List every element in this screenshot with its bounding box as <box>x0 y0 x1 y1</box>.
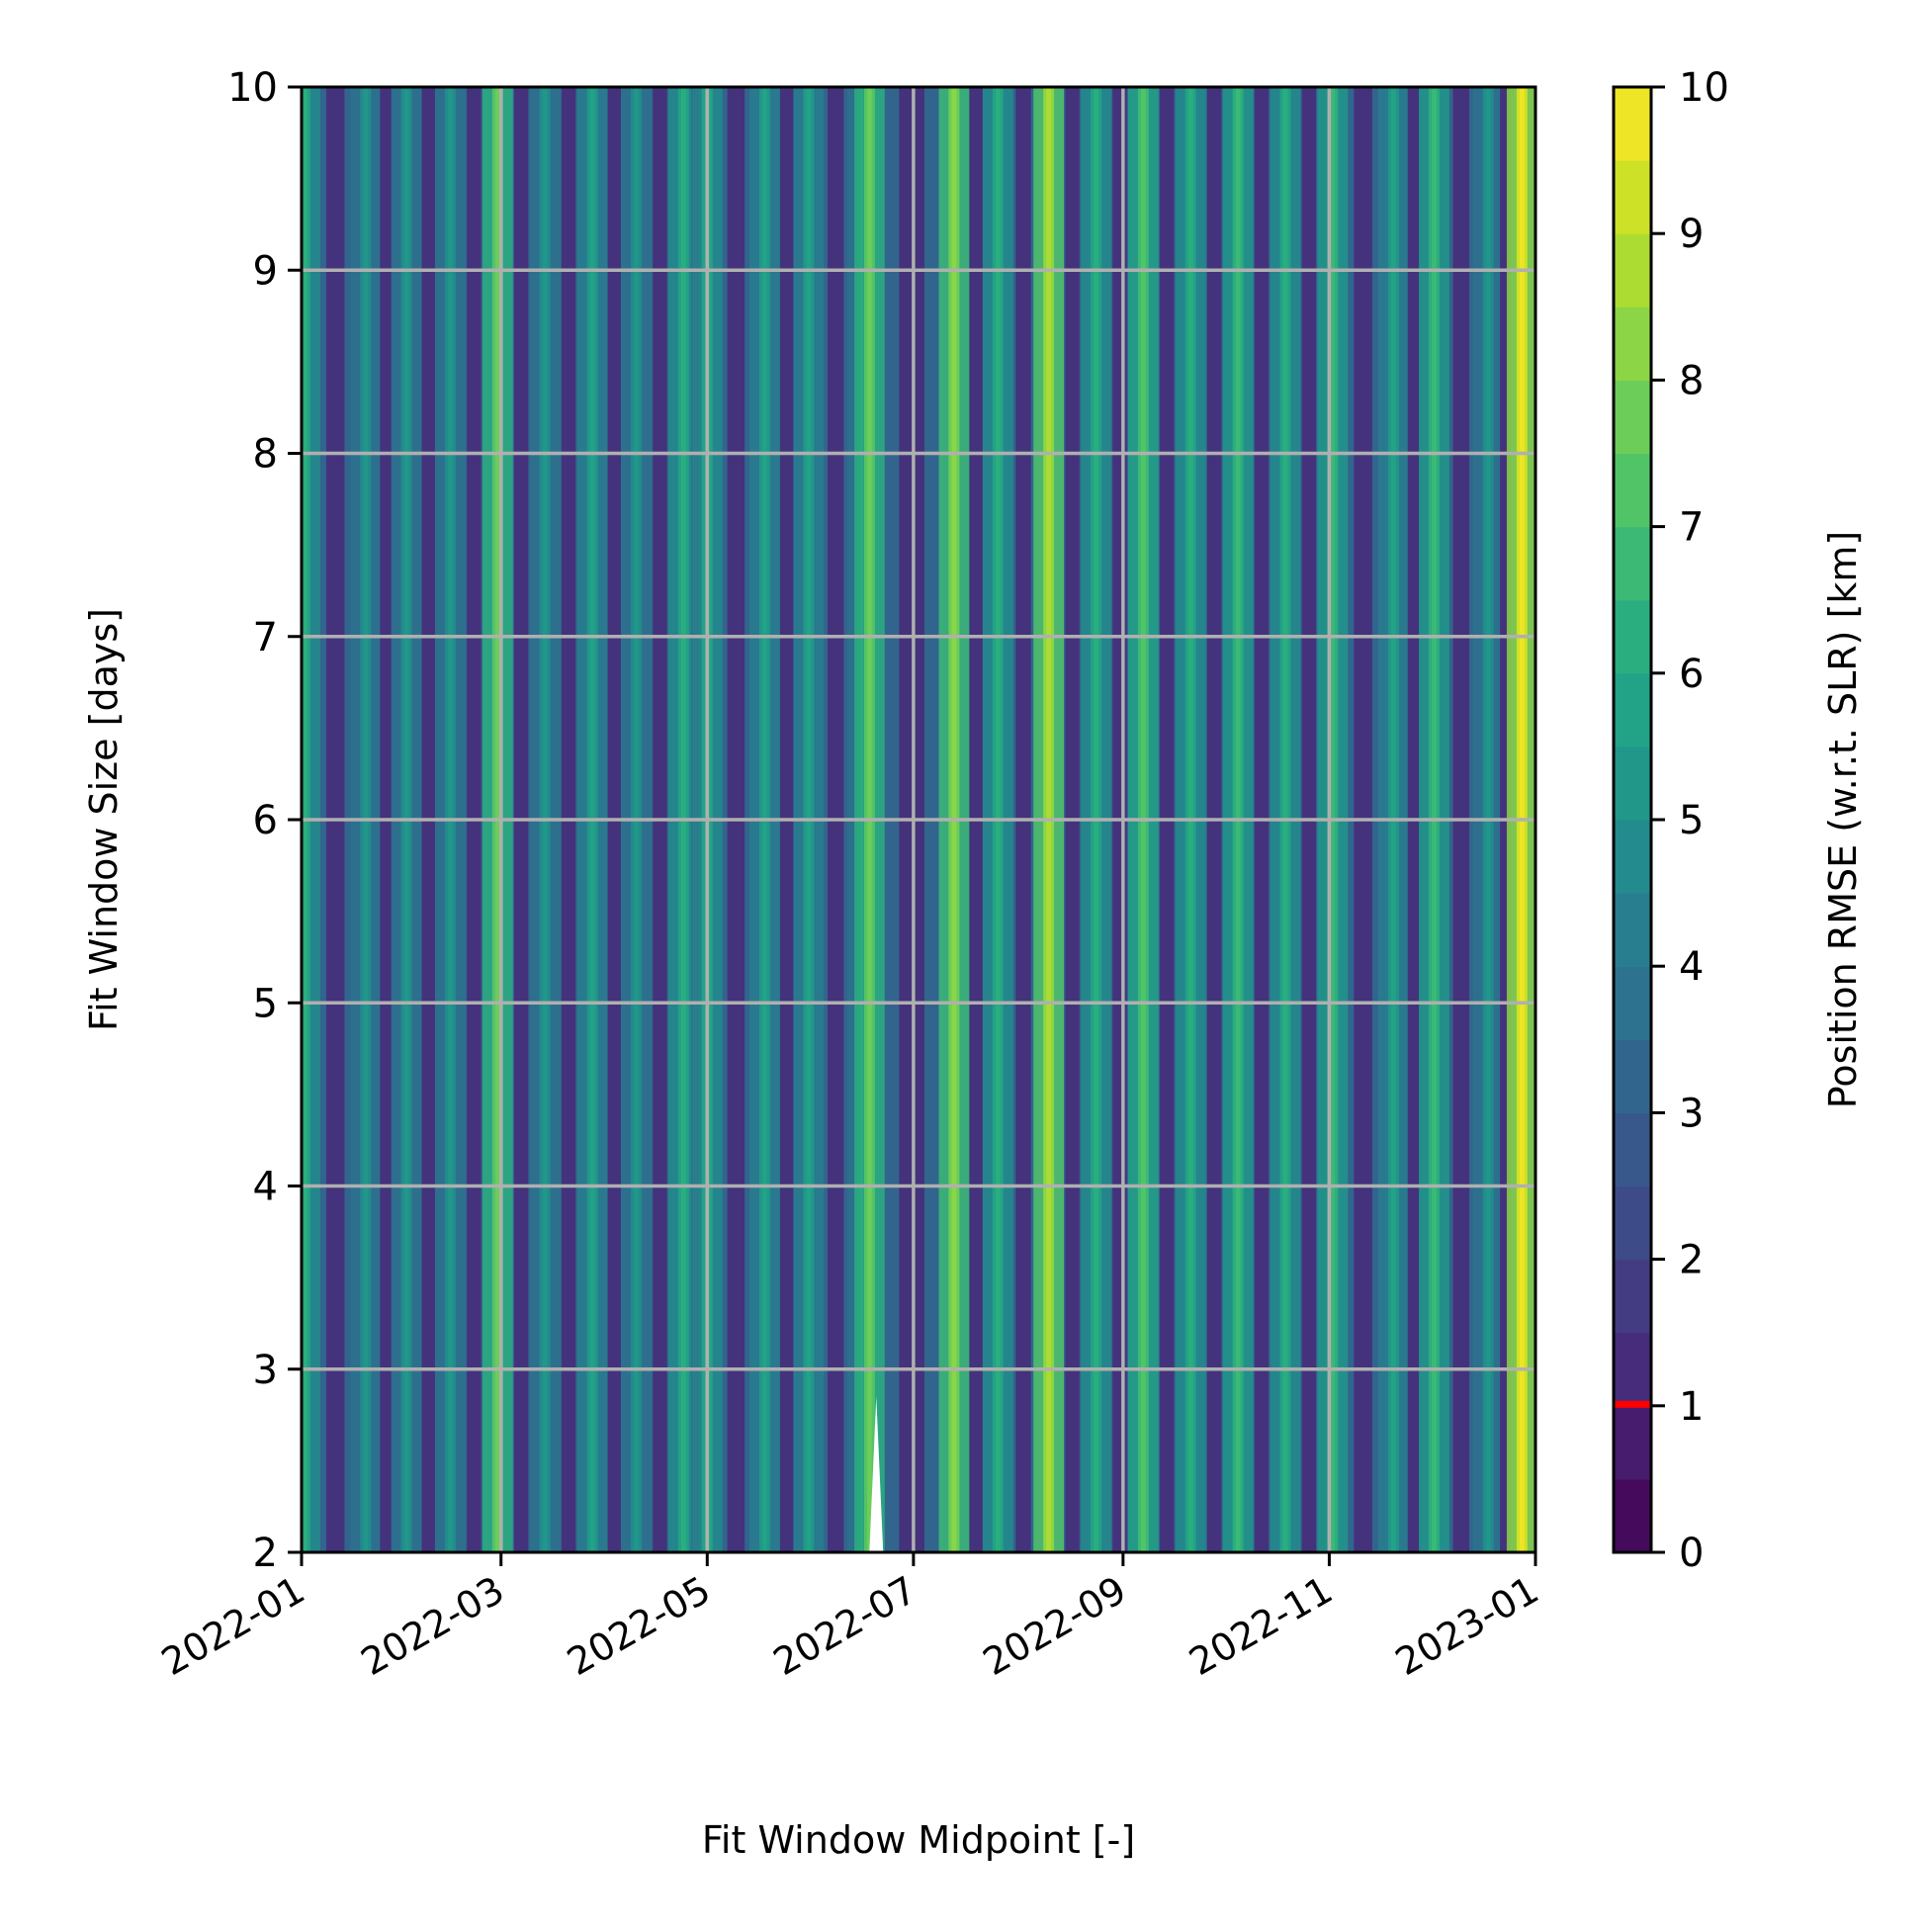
colorbar-level <box>1614 87 1651 161</box>
colorbar-ticks: 0 1 2 3 4 5 6 7 8 9 10 <box>1651 65 1729 1576</box>
colorbar-level <box>1614 380 1651 455</box>
colorbar-tick-label: 9 <box>1679 212 1704 257</box>
colorbar-tick-label: 10 <box>1679 65 1729 111</box>
colorbar-label: Position RMSE (w.r.t. SLR) [km] <box>1821 531 1865 1108</box>
y-tick-label: 9 <box>253 248 278 294</box>
x-tick-label: 2023-01 <box>1388 1568 1546 1684</box>
y-tick-label: 3 <box>253 1348 278 1393</box>
colorbar-level <box>1614 453 1651 528</box>
y-tick-label: 8 <box>253 432 278 478</box>
x-tick-label: 2022-01 <box>154 1568 312 1684</box>
colorbar: 0 1 2 3 4 5 6 7 8 9 10 <box>1612 65 1729 1576</box>
colorbar-level <box>1614 307 1651 381</box>
colorbar-tick-label: 7 <box>1679 505 1704 551</box>
x-tick-label: 2022-07 <box>766 1568 924 1684</box>
y-axis-label: Fit Window Size [days] <box>82 608 126 1031</box>
y-tick-label: 2 <box>253 1531 278 1576</box>
colorbar-tick-label: 2 <box>1679 1238 1704 1283</box>
y-axis: 2 3 4 5 6 7 8 9 10 <box>227 65 302 1576</box>
missing-data-wedge <box>869 1396 884 1552</box>
x-tick-label: 2022-03 <box>354 1568 512 1684</box>
colorbar-level <box>1614 233 1651 307</box>
colorbar-tick-label: 4 <box>1679 944 1704 990</box>
colorbar-tick-label: 0 <box>1679 1531 1704 1576</box>
colorbar-level <box>1614 966 1651 1040</box>
y-tick-label: 4 <box>253 1165 278 1210</box>
colorbar-tick-label: 1 <box>1679 1384 1704 1430</box>
colorbar-level <box>1614 893 1651 967</box>
x-axis-label: Fit Window Midpoint [-] <box>702 1818 1135 1862</box>
colorbar-tick-label: 6 <box>1679 652 1704 697</box>
colorbar-level <box>1614 599 1651 674</box>
colorbar-level <box>1614 1039 1651 1113</box>
colorbar-level <box>1614 672 1651 747</box>
colorbar-marker <box>1614 1400 1651 1408</box>
x-tick-label: 2022-05 <box>560 1568 718 1684</box>
y-tick-label: 6 <box>253 798 278 843</box>
colorbar-level <box>1614 1112 1651 1187</box>
colorbar-level <box>1614 1186 1651 1261</box>
colorbar-tick-label: 3 <box>1679 1091 1704 1136</box>
colorbar-level <box>1614 1478 1651 1553</box>
colorbar-level <box>1614 1259 1651 1334</box>
colorbar-tick-label: 5 <box>1679 798 1704 843</box>
missing-data-region <box>869 1396 884 1552</box>
y-tick-label: 5 <box>253 981 278 1026</box>
grid-lines <box>302 87 1535 1552</box>
colorbar-level <box>1614 820 1651 894</box>
colorbar-level <box>1614 526 1651 601</box>
x-tick-label: 2022-09 <box>976 1568 1134 1684</box>
y-tick-label: 7 <box>253 615 278 660</box>
colorbar-level <box>1614 746 1651 821</box>
x-tick-label: 2022-11 <box>1182 1568 1340 1684</box>
colorbar-level <box>1614 160 1651 234</box>
colorbar-level <box>1614 1405 1651 1480</box>
x-axis: 2022-01 2022-03 2022-05 2022-07 2022-09 2022-… <box>154 1552 1546 1684</box>
y-tick-label: 10 <box>227 65 278 111</box>
colorbar-tick-label: 8 <box>1679 358 1704 403</box>
colorbar-level <box>1614 1332 1651 1407</box>
